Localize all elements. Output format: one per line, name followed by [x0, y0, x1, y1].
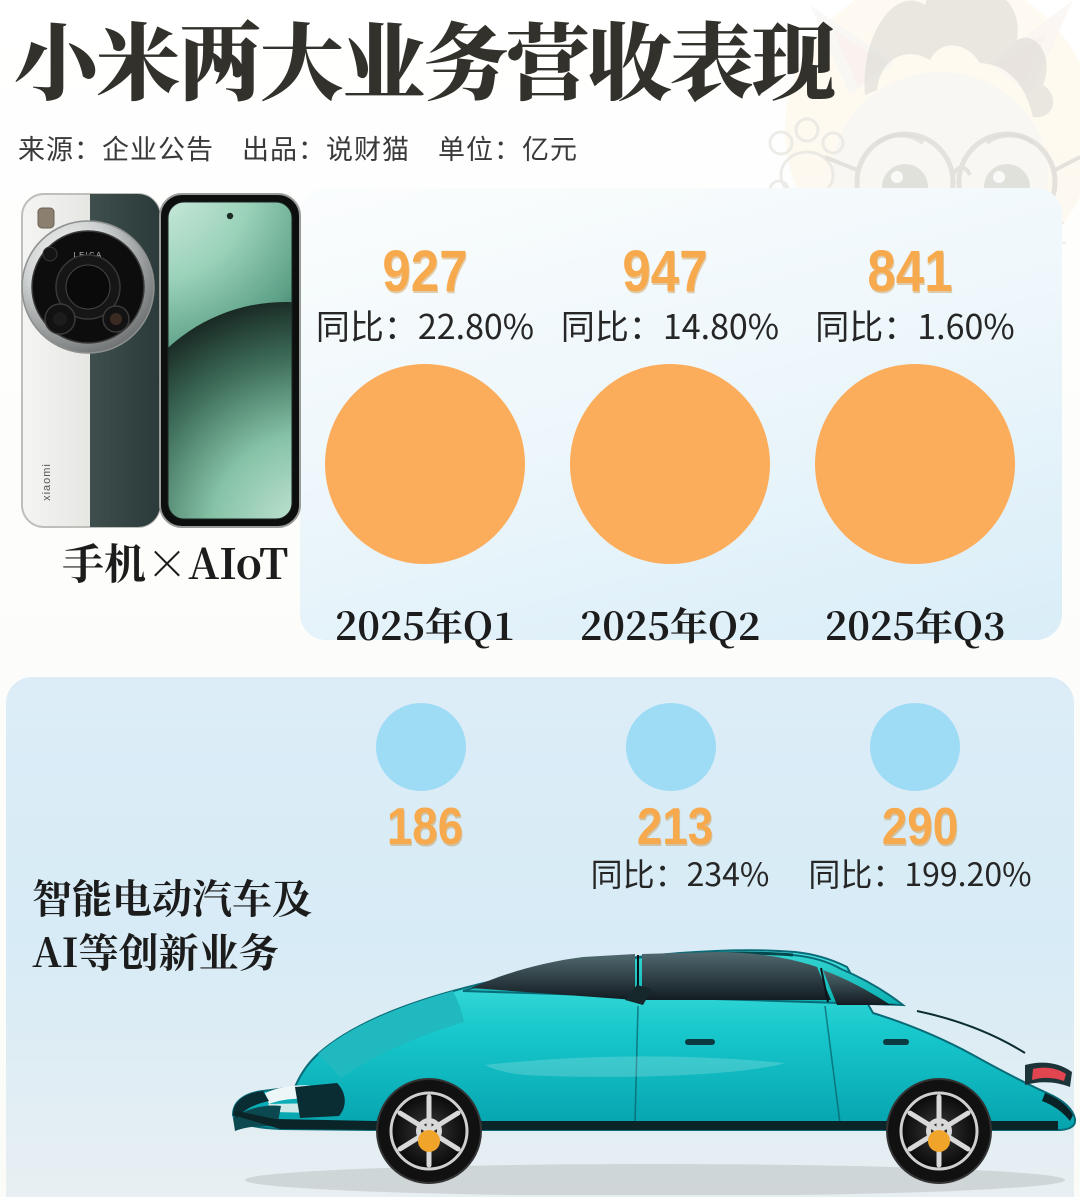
svg-text:xiaomi: xiaomi	[41, 463, 53, 501]
